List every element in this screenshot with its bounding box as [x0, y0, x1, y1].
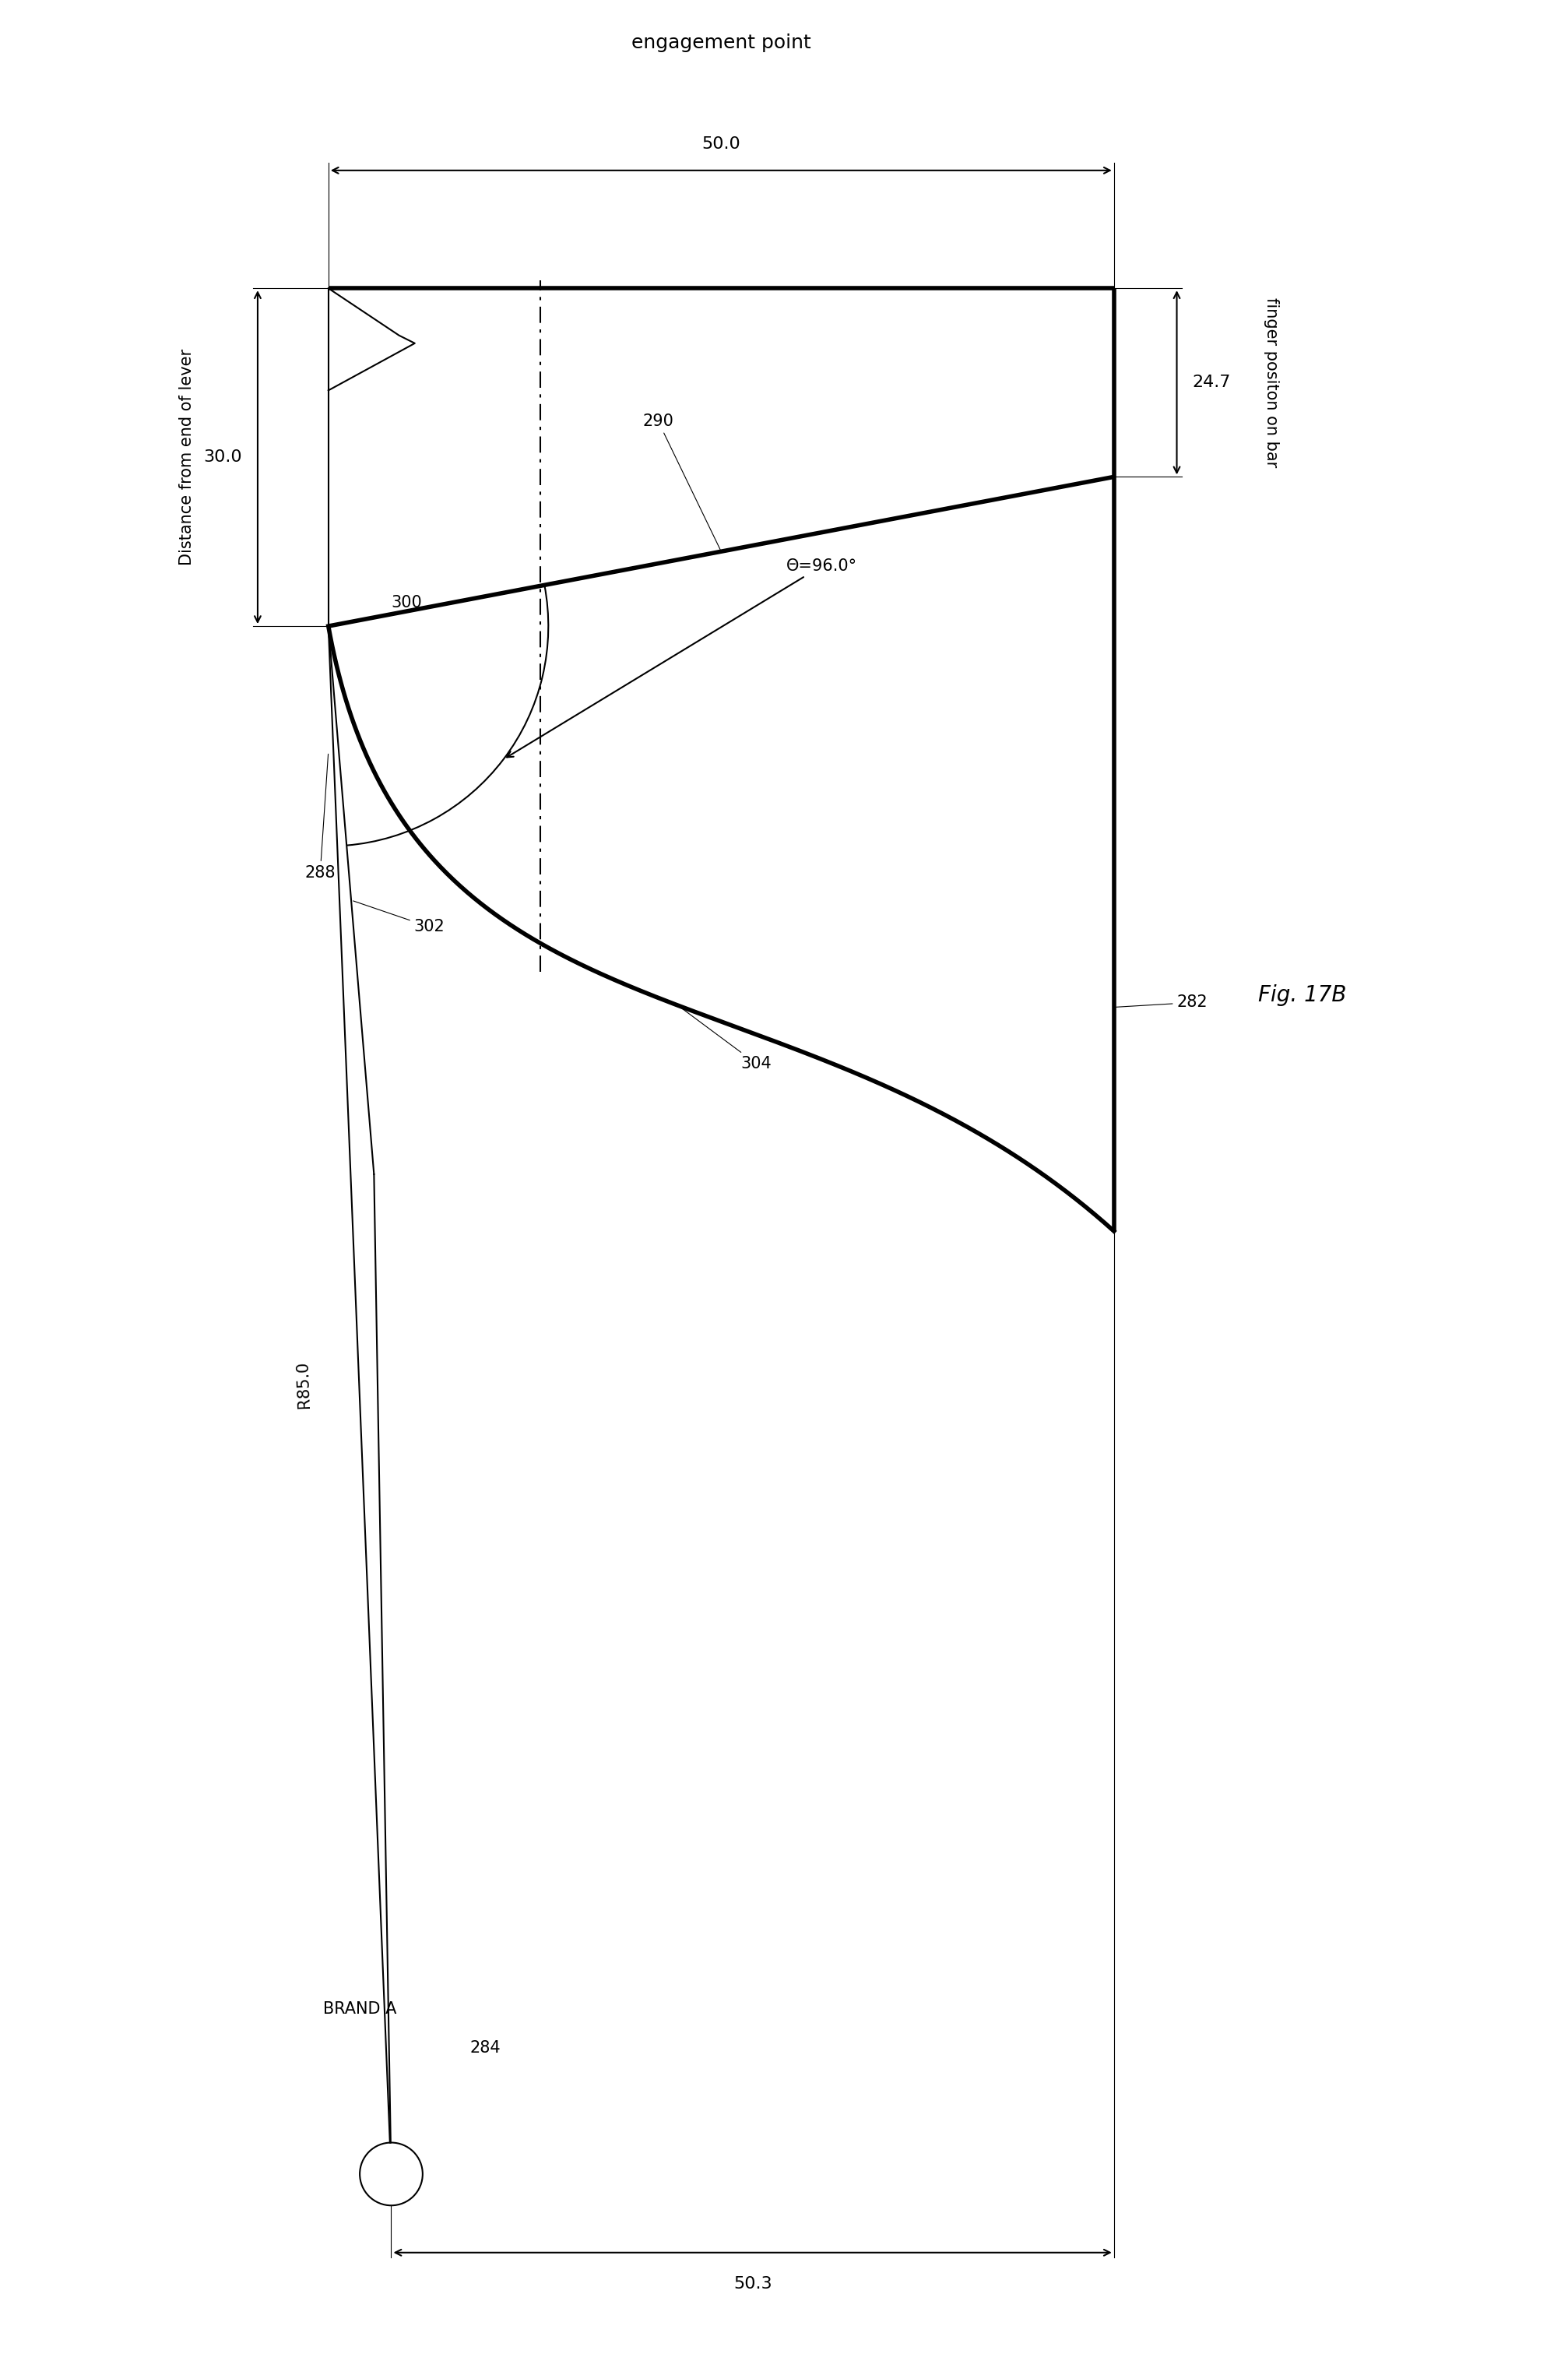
- Text: 24.7: 24.7: [1193, 374, 1231, 391]
- Text: engagement point: engagement point: [632, 33, 811, 52]
- Text: 300: 300: [390, 594, 422, 611]
- Text: Fig. 17B: Fig. 17B: [1259, 985, 1347, 1006]
- Text: 302: 302: [353, 900, 445, 935]
- Text: 50.3: 50.3: [734, 2276, 771, 2292]
- Text: BRAND A: BRAND A: [323, 2001, 397, 2018]
- Text: Distance from end of lever: Distance from end of lever: [179, 348, 194, 566]
- Text: 304: 304: [679, 1006, 771, 1070]
- Text: 282: 282: [1116, 995, 1207, 1011]
- Text: 288: 288: [304, 753, 336, 881]
- Text: 284: 284: [470, 2041, 500, 2055]
- Text: Θ=96.0°: Θ=96.0°: [506, 559, 858, 758]
- Text: R85.0: R85.0: [295, 1362, 312, 1409]
- Text: finger positon on bar: finger positon on bar: [1264, 298, 1279, 466]
- Text: 50.0: 50.0: [702, 135, 740, 152]
- Text: 290: 290: [643, 414, 720, 549]
- Text: 30.0: 30.0: [204, 450, 241, 464]
